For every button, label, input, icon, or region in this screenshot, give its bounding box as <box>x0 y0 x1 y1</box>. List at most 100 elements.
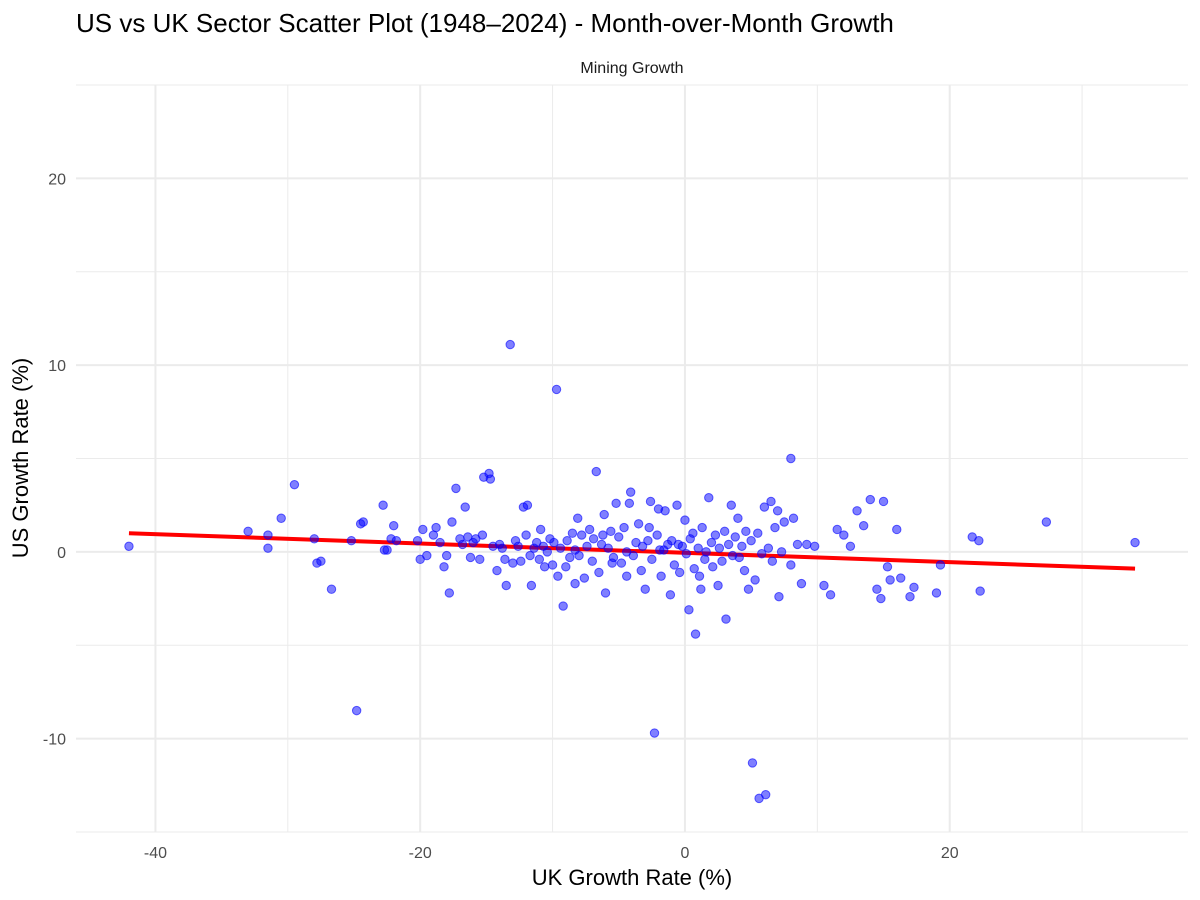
scatter-point <box>358 517 368 527</box>
chart-title: US vs UK Sector Scatter Plot (1948–2024)… <box>76 8 894 38</box>
scatter-point <box>858 521 869 531</box>
scatter-point <box>761 789 771 800</box>
scatter-point <box>681 549 691 559</box>
regression-line <box>128 531 1136 571</box>
scatter-point <box>263 543 273 553</box>
scatter-point <box>526 580 537 591</box>
scatter-point <box>772 506 783 516</box>
scatter-point <box>766 496 776 507</box>
scatter-point <box>607 558 617 568</box>
scatter-point <box>614 532 624 542</box>
scatter-point <box>351 705 362 716</box>
scatter-point <box>418 524 428 535</box>
scatter-point <box>584 524 595 535</box>
x-tick-label: -20 <box>409 845 432 862</box>
scatter-point <box>567 528 578 538</box>
scatter-point <box>689 563 699 574</box>
scatter-point <box>726 500 736 510</box>
scatter-point <box>656 571 666 581</box>
scatter-point <box>628 550 639 561</box>
scatter-point <box>276 513 286 523</box>
scatter-point <box>439 562 449 572</box>
scatter-point <box>876 593 886 604</box>
scatter-point <box>746 535 756 546</box>
scatter-point <box>878 496 889 507</box>
scatter-point <box>1041 517 1052 527</box>
scatter-point <box>975 586 985 596</box>
x-tick-label: -40 <box>144 845 167 862</box>
scatter-point <box>753 528 763 538</box>
scatter-point <box>865 494 875 505</box>
scatter-point <box>739 565 750 576</box>
scatter-point <box>588 534 599 544</box>
x-tick-label: 20 <box>941 845 959 862</box>
x-axis-ticks: -40 -20 0 20 <box>144 845 959 862</box>
scatter-point <box>704 493 714 503</box>
scatter-point <box>603 543 613 553</box>
scatter-point <box>124 541 134 551</box>
scatter-point <box>885 575 895 585</box>
scatter-point <box>802 539 812 550</box>
scatter-point <box>734 552 744 563</box>
scatter-point <box>263 530 273 540</box>
regression-line-group <box>128 531 1136 571</box>
scatter-point <box>562 535 572 546</box>
scatter-point <box>513 541 523 551</box>
scatter-point <box>549 537 559 548</box>
scatter-point <box>1130 537 1140 548</box>
x-tick-label: 0 <box>680 845 689 862</box>
scatter-point <box>852 506 862 516</box>
scatter-point <box>665 590 676 600</box>
scatter-point <box>525 550 535 561</box>
scatter-point <box>475 554 485 565</box>
scatter-point <box>582 541 592 551</box>
scatter-point <box>309 534 319 544</box>
scatter-point <box>505 339 515 350</box>
scatter-point <box>974 535 984 546</box>
scatter-point <box>316 556 326 566</box>
scatter-point <box>553 571 563 581</box>
scatter-point <box>600 588 611 598</box>
scatter-point <box>672 500 682 510</box>
scatter-point <box>565 552 575 563</box>
scatter-point <box>555 543 566 553</box>
y-tick-label: 10 <box>48 358 66 375</box>
scatter-point <box>558 601 568 611</box>
scatter-point <box>598 530 608 540</box>
scatter-point <box>710 530 721 540</box>
scatter-point <box>669 560 680 570</box>
scatter-point <box>599 509 609 520</box>
scatter-point <box>422 550 432 561</box>
y-axis-label: US Growth Rate (%) <box>8 358 33 559</box>
scatter-point <box>539 562 550 572</box>
scatter-point <box>935 560 946 570</box>
scatter-point <box>832 524 842 535</box>
scatter-point <box>625 487 636 497</box>
scatter-point <box>796 578 807 589</box>
scatter-point <box>289 479 300 490</box>
scatter-point <box>819 580 829 591</box>
scatter-point <box>645 496 656 507</box>
scatter-point <box>673 539 684 550</box>
scatter-point <box>652 530 662 540</box>
scatter-point <box>747 758 758 768</box>
scatter-point <box>587 556 597 566</box>
scatter-point <box>721 614 731 624</box>
scatter-point <box>516 556 526 566</box>
scatter-point <box>378 500 388 510</box>
scatter-point <box>644 522 654 533</box>
scatter-point <box>547 560 558 570</box>
scatter-point <box>492 565 502 576</box>
scatter-point <box>655 545 665 555</box>
scatter-point <box>759 502 770 512</box>
scatter-point <box>535 524 546 535</box>
scatter-point <box>792 539 803 550</box>
scatter-point <box>825 590 836 600</box>
scatter-point <box>708 562 718 572</box>
scatter-point <box>521 530 531 540</box>
scatter-point <box>451 483 461 494</box>
scatter-point <box>896 573 906 583</box>
scatter-point <box>776 547 787 557</box>
scatter-point <box>688 528 698 538</box>
scatter-point <box>872 584 882 594</box>
